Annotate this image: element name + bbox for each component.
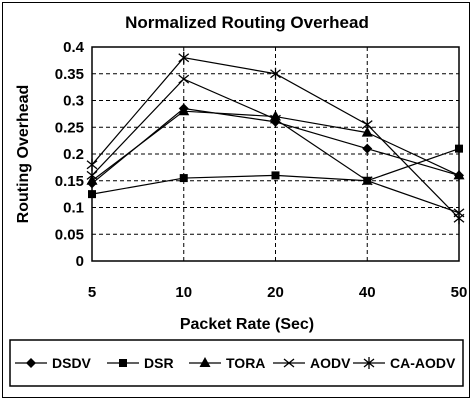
chart-frame: Normalized Routing Overhead 0 0.05 0.1 0.15 0…: [2, 2, 470, 398]
x-tick-label: 10: [175, 284, 192, 301]
point-ca-aodv: [361, 118, 373, 131]
point-aodv: [361, 176, 373, 186]
y-tick-label: 0.35: [55, 66, 84, 83]
y-tick-label: 0.2: [63, 146, 84, 163]
point-dsr: [455, 144, 463, 153]
y-tick-label: 0.1: [63, 200, 84, 217]
legend-marker-dsdv: [26, 358, 36, 368]
point-dsr: [88, 190, 96, 199]
chart-title: Normalized Routing Overhead: [125, 13, 369, 32]
y-tick-label: 0.25: [55, 119, 84, 136]
point-tora: [86, 174, 98, 185]
legend-label-dsdv: DSDV: [52, 355, 92, 371]
point-dsdv: [362, 143, 373, 154]
legend-marker-aodv: [283, 358, 295, 368]
legend-box: [9, 339, 464, 387]
point-ca-aodv: [270, 67, 281, 80]
point-aodv: [270, 114, 281, 124]
x-tick-label: 40: [359, 284, 376, 301]
x-tick-label: 5: [88, 284, 96, 301]
legend-label-ca-aodv: CA-AODV: [390, 355, 456, 371]
y-tick-label: 0.15: [55, 173, 84, 190]
x-axis-label: Packet Rate (Sec): [180, 316, 314, 333]
plot-area: [91, 46, 460, 262]
point-ca-aodv: [178, 51, 190, 64]
point-ca-aodv: [453, 212, 465, 225]
x-tick-label: 20: [267, 284, 284, 301]
point-tora: [361, 126, 373, 137]
point-aodv: [178, 74, 190, 84]
point-ca-aodv: [86, 158, 98, 171]
y-tick-label: 0.05: [55, 226, 84, 243]
point-tora: [178, 105, 190, 116]
point-tora: [453, 169, 465, 180]
point-aodv: [86, 170, 98, 180]
legend-label-tora: TORA: [226, 355, 265, 371]
legend-label-aodv: AODV: [310, 355, 351, 371]
y-tick-label: 0.4: [63, 39, 85, 56]
y-axis-label: Routing Overhead: [15, 85, 32, 224]
legend-marker-tora: [199, 357, 211, 367]
legend-marker-ca-aodv: [363, 357, 375, 369]
point-dsr: [271, 171, 280, 180]
legend-marker-dsr: [119, 359, 127, 367]
line-chart: Normalized Routing Overhead 0 0.05 0.1 0.15 0…: [9, 13, 468, 387]
y-tick-label: 0: [76, 253, 84, 270]
x-tick-label: 50: [451, 284, 468, 301]
y-tick-label: 0.3: [63, 93, 84, 110]
legend-label-dsr: DSR: [144, 355, 174, 371]
point-dsr: [179, 174, 188, 183]
